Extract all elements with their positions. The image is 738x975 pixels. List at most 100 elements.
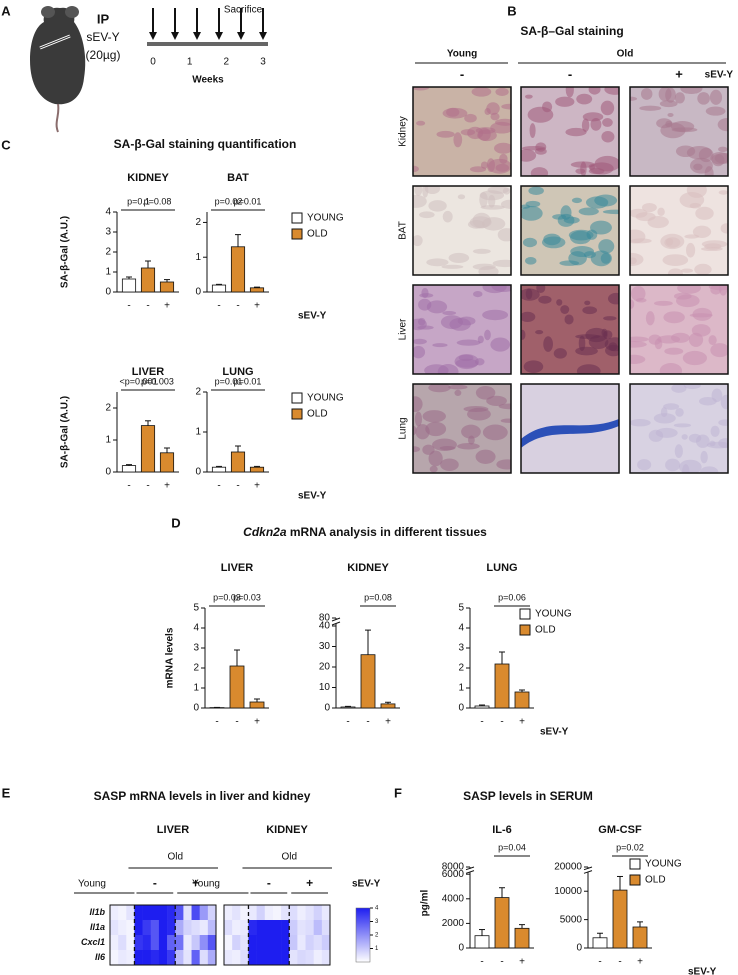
heatmap-cell [256, 935, 266, 951]
heatmap-cell [158, 905, 168, 921]
stain-blob [720, 394, 728, 410]
stain-blob [464, 113, 477, 123]
heatmap-cell [289, 935, 298, 951]
x-tick-label: - [480, 717, 483, 728]
stain-blob [457, 443, 480, 450]
stain-texture [413, 87, 511, 176]
heatmap-cell [158, 920, 168, 936]
block-label: - [153, 876, 157, 890]
y-axis-label: SA-β-Gal (A.U.) [60, 396, 71, 468]
heatmap-cell [240, 935, 249, 951]
stain-blob [471, 87, 492, 97]
stain-blob [477, 335, 484, 344]
treatment-sign: - [460, 66, 464, 81]
stain-blob [413, 194, 427, 208]
heatmap-cell [150, 920, 160, 936]
stain-blob [708, 335, 717, 346]
stain-blob [475, 127, 496, 134]
y-tick-label: 3 [458, 643, 464, 654]
heatmap-cell [175, 935, 184, 951]
y-tick-label: 80 [319, 613, 331, 624]
stain-blob [576, 364, 601, 374]
stain-blob [521, 205, 543, 221]
stain-image [520, 383, 620, 474]
image-border [629, 284, 729, 375]
stain-blob [495, 87, 509, 96]
stain-blob [648, 334, 662, 345]
bar [514, 927, 530, 949]
event-label: Sacrifice [224, 5, 263, 16]
heatmap-cell [183, 920, 192, 936]
p-value: p=0.04 [498, 842, 526, 852]
stain-blob [453, 132, 463, 148]
stain-blob [589, 162, 614, 175]
stain-image [629, 86, 729, 177]
stain-blob [535, 142, 547, 152]
heatmap-cell [264, 905, 274, 921]
heatmap-cell [126, 935, 135, 951]
bar [229, 665, 245, 709]
panel-title: Cdkn2a mRNA analysis in different tissue… [243, 525, 487, 539]
treatment-sign: + [675, 66, 683, 81]
bar [632, 926, 648, 949]
stain-blob [680, 268, 694, 273]
block-label: + [306, 876, 313, 890]
x-tick-label: + [254, 717, 260, 728]
x-tick-label: + [385, 717, 391, 728]
row-label: Il1b [89, 907, 105, 917]
stain-texture [630, 186, 728, 275]
stain-blob [582, 306, 598, 315]
y-tick-label: 1 [105, 435, 111, 446]
bar [140, 267, 156, 293]
stain-blob [528, 186, 544, 195]
stain-blob [586, 229, 598, 240]
stain-blob [564, 314, 574, 325]
stain-blob [490, 337, 511, 352]
group-label: Old [617, 49, 634, 60]
heatmap-cell [224, 920, 233, 936]
heatmap-cell [110, 905, 119, 921]
y-tick-label: 40 [319, 621, 331, 632]
stain-texture [630, 285, 728, 374]
stain-blob [659, 100, 678, 108]
stain-blob [600, 253, 611, 264]
heatmap-cell [134, 905, 143, 921]
panel-label: C [1, 137, 11, 152]
heatmap-cell [150, 935, 160, 951]
x-tick-label: - [500, 957, 503, 968]
block-label: Young [78, 879, 106, 890]
stain-blob [602, 209, 619, 215]
heatmap-cell [110, 935, 119, 951]
stain-blob [674, 444, 683, 459]
stain-blob [413, 165, 419, 173]
heatmap-cell [167, 935, 176, 951]
stain-blob [705, 106, 726, 116]
stain-image [520, 284, 620, 375]
stain-blob [648, 429, 664, 442]
mouse-illustration [30, 6, 86, 133]
stain-texture [630, 87, 728, 176]
panel-title: SASP mRNA levels in liver and kidney [94, 789, 311, 803]
stain-blob [491, 285, 511, 293]
p-value: p=0.01 [234, 196, 262, 206]
y-tick-label: 20 [319, 662, 331, 673]
axis-break [583, 870, 593, 874]
bar [249, 701, 265, 709]
bar [612, 889, 628, 949]
stain-blob [630, 341, 647, 348]
stain-blob [605, 344, 619, 357]
stain-blob [555, 96, 575, 107]
bar [121, 465, 137, 473]
x-tick-label: - [146, 481, 149, 492]
stain-blob [670, 121, 695, 132]
x-tick-label: - [500, 717, 503, 728]
y-tick-label: 5 [193, 603, 199, 614]
x-tick-label: - [127, 481, 130, 492]
heatmap-cell [126, 920, 135, 936]
y-tick-label: 0 [193, 703, 199, 714]
treatment-label: sEV-Y [86, 30, 119, 44]
heatmap-cell [313, 905, 323, 921]
stain-blob [492, 259, 511, 268]
bar [230, 451, 246, 473]
legend-label: OLD [645, 875, 666, 886]
